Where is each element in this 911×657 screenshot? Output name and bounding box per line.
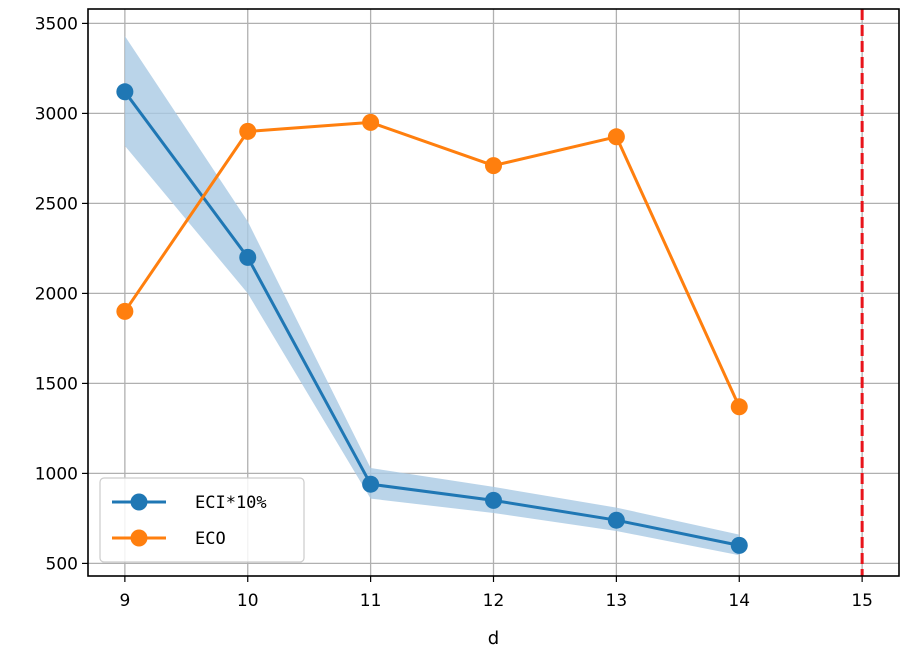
axis-ticks: 9 10 11 12 13 14 15 500 1000 1500 2000 2500 3000 3500 (35, 14, 873, 611)
legend-marker (130, 529, 148, 547)
data-point (730, 398, 748, 416)
legend-marker (130, 493, 148, 511)
data-point (239, 122, 257, 140)
x-tick-label: 10 (237, 591, 259, 611)
y-tick-label: 1500 (35, 374, 78, 394)
series-lines (116, 83, 748, 554)
data-point (362, 475, 380, 493)
legend-box (99, 477, 305, 563)
x-tick-label: 9 (119, 591, 130, 611)
data-point (485, 157, 502, 175)
series-line-1 (123, 120, 741, 408)
x-tick-label: 11 (360, 591, 382, 611)
series-line-0 (123, 90, 740, 547)
y-tick-label: 2000 (35, 284, 78, 304)
data-point (485, 491, 502, 509)
data-point (607, 511, 625, 529)
y-tick-label: 1000 (35, 464, 78, 484)
x-tick-label: 13 (606, 591, 628, 611)
data-point (239, 248, 257, 266)
x-tick-label: 14 (728, 591, 750, 611)
x-tick-label: 15 (851, 591, 873, 611)
legend: ECI*10% ECO (99, 477, 305, 563)
data-point (362, 113, 380, 131)
x-axis-label: d (488, 628, 499, 649)
y-tick-label: 500 (46, 554, 78, 574)
y-tick-label: 3500 (35, 14, 78, 34)
legend-label: ECO (195, 529, 226, 549)
data-point (607, 128, 625, 146)
data-point (730, 536, 748, 554)
y-tick-label: 3000 (35, 104, 78, 124)
data-point (116, 83, 134, 101)
legend-label: ECI*10% (195, 493, 267, 513)
y-tick-label: 2500 (35, 194, 78, 214)
x-tick-label: 12 (483, 591, 505, 611)
data-point (116, 302, 134, 320)
